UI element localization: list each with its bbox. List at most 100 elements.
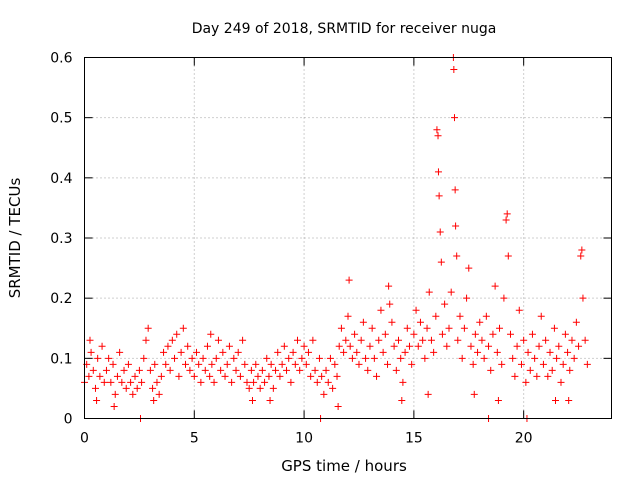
data-point	[190, 372, 198, 380]
data-point	[146, 366, 154, 374]
data-point	[96, 372, 104, 380]
data-point	[366, 342, 374, 350]
data-point	[416, 318, 424, 326]
data-point	[258, 366, 266, 374]
data-point	[454, 336, 462, 344]
data-point	[579, 294, 587, 302]
data-point	[199, 354, 207, 362]
data-point	[539, 360, 547, 368]
data-point	[252, 360, 260, 368]
data-point	[528, 330, 536, 338]
data-point	[427, 336, 435, 344]
data-point	[460, 324, 468, 332]
data-point	[100, 378, 108, 386]
data-point	[300, 342, 308, 350]
data-point	[392, 366, 400, 374]
data-point	[151, 360, 159, 368]
data-point	[517, 360, 525, 368]
data-point	[548, 366, 556, 374]
data-point	[345, 276, 353, 284]
data-point	[179, 324, 187, 332]
data-point	[318, 372, 326, 380]
data-point	[315, 354, 323, 362]
data-point	[124, 360, 132, 368]
data-point	[278, 360, 286, 368]
data-point	[144, 324, 152, 332]
data-point	[110, 402, 118, 410]
data-point	[493, 348, 501, 356]
data-point	[504, 252, 512, 260]
data-point	[570, 354, 578, 362]
data-point	[113, 372, 121, 380]
data-point	[234, 348, 242, 356]
data-point	[155, 390, 163, 398]
data-point	[353, 348, 361, 356]
data-point	[500, 294, 508, 302]
data-point	[370, 354, 378, 362]
data-point	[261, 378, 269, 386]
data-point	[434, 132, 442, 140]
data-point	[334, 402, 342, 410]
data-point	[375, 336, 383, 344]
data-point	[331, 360, 339, 368]
data-point	[414, 342, 422, 350]
data-point	[91, 384, 99, 392]
data-point	[522, 378, 530, 386]
data-point	[430, 348, 438, 356]
y-tick-label: 0.2	[50, 291, 72, 307]
data-point	[94, 354, 102, 362]
data-point	[443, 342, 451, 350]
data-point	[333, 372, 341, 380]
data-point	[245, 384, 253, 392]
data-point	[127, 378, 135, 386]
data-point	[287, 378, 295, 386]
data-point	[230, 354, 238, 362]
data-point	[102, 366, 110, 374]
x-tick-label: 0	[80, 431, 89, 447]
data-point	[149, 384, 157, 392]
data-point	[487, 366, 495, 374]
data-point	[496, 324, 504, 332]
data-point	[513, 342, 521, 350]
data-point	[256, 384, 264, 392]
data-point	[173, 330, 181, 338]
data-point	[98, 342, 106, 350]
data-point	[533, 372, 541, 380]
data-point	[116, 348, 124, 356]
data-point	[86, 336, 94, 344]
data-point	[302, 360, 310, 368]
data-point	[553, 354, 561, 362]
data-point	[267, 360, 275, 368]
data-point	[171, 354, 179, 362]
data-point	[535, 342, 543, 350]
data-point	[150, 396, 158, 404]
data-point	[157, 372, 165, 380]
y-tick-label: 0.1	[50, 351, 72, 367]
data-point	[434, 168, 442, 176]
data-point	[478, 336, 486, 344]
data-point	[225, 342, 233, 350]
data-point	[474, 348, 482, 356]
data-point	[348, 354, 356, 362]
data-point	[298, 354, 306, 362]
data-point	[557, 378, 565, 386]
data-point	[578, 246, 586, 254]
data-point	[188, 354, 196, 362]
data-point	[412, 306, 420, 314]
data-point	[289, 348, 297, 356]
data-point	[221, 372, 229, 380]
data-point	[138, 378, 146, 386]
data-point	[89, 366, 97, 374]
data-point	[340, 348, 348, 356]
data-point	[153, 378, 161, 386]
y-tick-label: 0.3	[50, 231, 72, 247]
data-point	[565, 396, 573, 404]
data-point	[276, 372, 284, 380]
data-point	[223, 360, 231, 368]
data-point	[552, 396, 560, 404]
data-point	[550, 324, 558, 332]
data-point	[506, 330, 514, 338]
data-point	[581, 336, 589, 344]
data-point	[105, 354, 113, 362]
data-point	[511, 372, 519, 380]
